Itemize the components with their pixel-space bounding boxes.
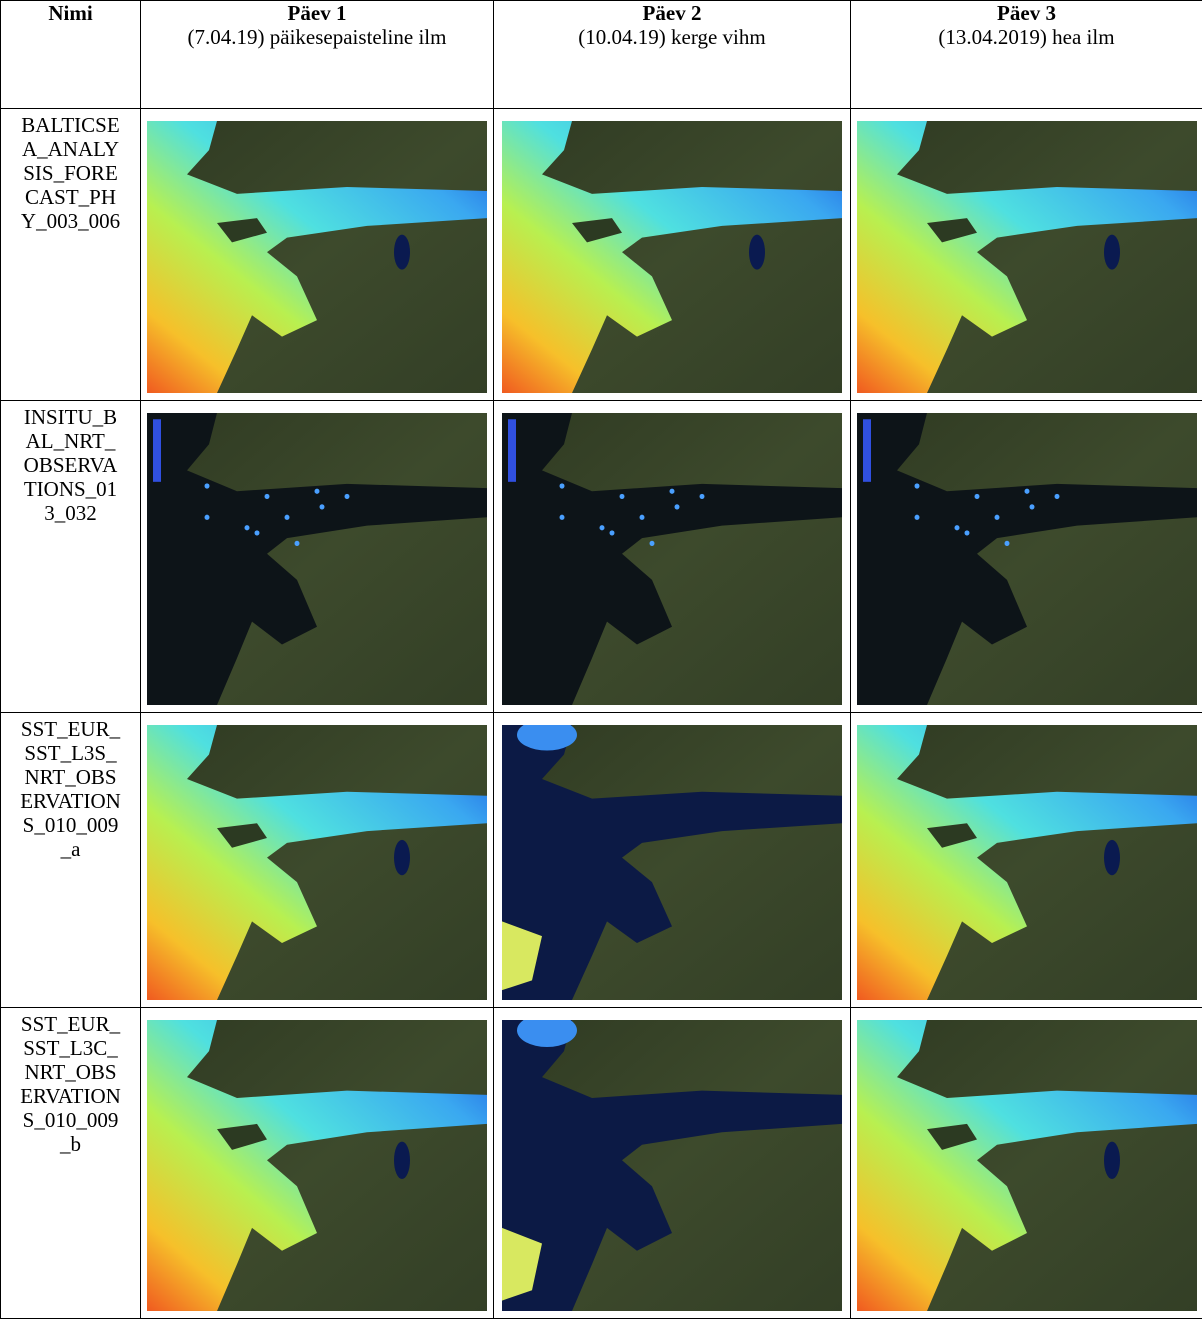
image-cell	[141, 713, 494, 1008]
map-shape	[205, 515, 210, 520]
header-cell: Päev 1(7.04.19) päikesepaisteline ilm	[141, 1, 494, 109]
image-cell	[494, 713, 851, 1008]
map-image	[857, 121, 1197, 393]
map-shape	[974, 494, 979, 499]
day-title: Päev 3	[851, 1, 1202, 25]
map-shape	[394, 1142, 410, 1179]
map-shape	[600, 525, 605, 530]
name-cell: BALTICSEA_ANALYSIS_FORECAST_PHY_003_006	[1, 109, 141, 401]
map-shape	[650, 541, 655, 546]
map-image	[857, 725, 1197, 1000]
map-image	[502, 121, 842, 393]
image-cell	[494, 1008, 851, 1319]
map-shape	[640, 515, 645, 520]
data-row: BALTICSEA_ANALYSIS_FORECAST_PHY_003_006	[1, 109, 1202, 401]
map-shape	[508, 419, 516, 482]
map-image	[147, 413, 487, 705]
day-note: (7.04.19) päikesepaisteline ilm	[188, 25, 447, 49]
map-shape	[670, 489, 675, 494]
name-cell: INSITU_BAL_NRT_OBSERVATIONS_013_032	[1, 401, 141, 713]
map-shape	[1024, 489, 1029, 494]
map-shape	[265, 494, 270, 499]
product-name: BALTICSEA_ANALYSIS_FORECAST_PHY_003_006	[1, 109, 140, 233]
map-shape	[255, 530, 260, 535]
day-note: (13.04.2019) hea ilm	[938, 25, 1114, 49]
header-cell: Päev 3(13.04.2019) hea ilm	[851, 1, 1202, 109]
day-title: Päev 1	[141, 1, 493, 25]
map-shape	[1104, 840, 1120, 875]
map-image	[147, 725, 487, 1000]
name-cell: SST_EUR_SST_L3S_NRT_OBSERVATIONS_010_009…	[1, 713, 141, 1008]
header-cell: Nimi	[1, 1, 141, 109]
map-shape	[205, 483, 210, 488]
map-shape	[315, 489, 320, 494]
name-cell: SST_EUR_SST_L3C_NRT_OBSERVATIONS_010_009…	[1, 1008, 141, 1319]
image-cell	[851, 1008, 1202, 1319]
map-shape	[914, 515, 919, 520]
image-cell	[851, 109, 1202, 401]
map-shape	[1054, 494, 1059, 499]
data-row: SST_EUR_SST_L3S_NRT_OBSERVATIONS_010_009…	[1, 713, 1202, 1008]
map-shape	[964, 530, 969, 535]
map-shape	[863, 419, 871, 482]
image-cell	[851, 401, 1202, 713]
map-shape	[620, 494, 625, 499]
map-shape	[320, 504, 325, 509]
header-name: Nimi	[48, 1, 92, 25]
map-shape	[394, 235, 410, 270]
map-shape	[675, 504, 680, 509]
map-shape	[610, 530, 615, 535]
day-note: (10.04.19) kerge vihm	[578, 25, 765, 49]
comparison-table: Nimi Päev 1(7.04.19) päikesepaisteline i…	[0, 0, 1202, 1319]
image-cell	[141, 109, 494, 401]
map-shape	[153, 419, 161, 482]
header-cell: Päev 2(10.04.19) kerge vihm	[494, 1, 851, 109]
data-row: INSITU_BAL_NRT_OBSERVATIONS_013_032	[1, 401, 1202, 713]
map-image	[147, 121, 487, 393]
header-row: Nimi Päev 1(7.04.19) päikesepaisteline i…	[1, 1, 1202, 109]
map-shape	[994, 515, 999, 520]
map-image	[857, 1020, 1197, 1311]
map-shape	[914, 483, 919, 488]
page: Nimi Päev 1(7.04.19) päikesepaisteline i…	[0, 0, 1202, 1318]
map-shape	[1104, 235, 1120, 270]
image-cell	[851, 713, 1202, 1008]
map-image	[502, 1020, 842, 1311]
map-shape	[285, 515, 290, 520]
map-shape	[749, 235, 765, 270]
image-cell	[494, 401, 851, 713]
map-shape	[345, 494, 350, 499]
product-name: INSITU_BAL_NRT_OBSERVATIONS_013_032	[1, 401, 140, 525]
map-image	[502, 725, 842, 1000]
map-shape	[1029, 504, 1034, 509]
map-shape	[954, 525, 959, 530]
map-shape	[295, 541, 300, 546]
map-shape	[560, 483, 565, 488]
data-row: SST_EUR_SST_L3C_NRT_OBSERVATIONS_010_009…	[1, 1008, 1202, 1319]
map-shape	[1104, 1142, 1120, 1179]
product-name: SST_EUR_SST_L3S_NRT_OBSERVATIONS_010_009…	[1, 713, 140, 861]
product-name: SST_EUR_SST_L3C_NRT_OBSERVATIONS_010_009…	[1, 1008, 140, 1156]
map-shape	[1004, 541, 1009, 546]
image-cell	[141, 401, 494, 713]
map-shape	[245, 525, 250, 530]
map-shape	[700, 494, 705, 499]
map-image	[502, 413, 842, 705]
map-shape	[560, 515, 565, 520]
map-shape	[394, 840, 410, 875]
image-cell	[141, 1008, 494, 1319]
map-image	[857, 413, 1197, 705]
image-cell	[494, 109, 851, 401]
day-title: Päev 2	[494, 1, 850, 25]
map-image	[147, 1020, 487, 1311]
